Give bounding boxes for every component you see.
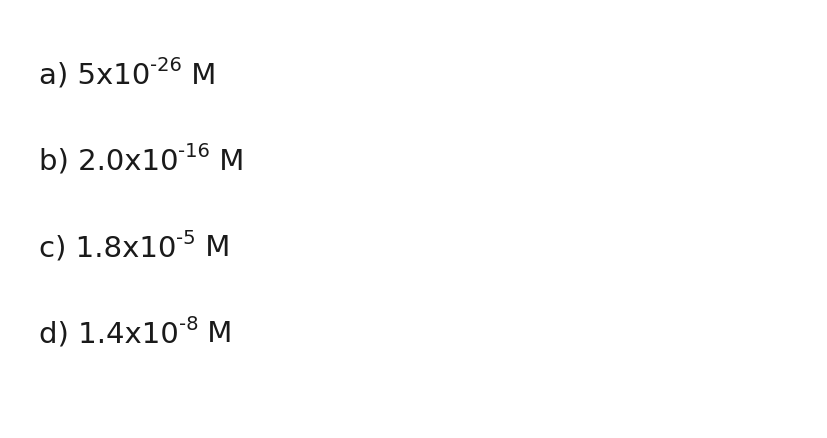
Text: b) 2.0x10: b) 2.0x10 <box>39 148 179 176</box>
Text: M: M <box>210 148 245 176</box>
Text: -16: -16 <box>179 142 210 162</box>
Text: -26: -26 <box>151 57 182 75</box>
Text: d) 1.4x10: d) 1.4x10 <box>39 320 179 348</box>
Text: M: M <box>198 320 232 348</box>
Text: -5: -5 <box>176 229 196 247</box>
Text: M: M <box>182 62 217 90</box>
Text: M: M <box>196 234 230 262</box>
Text: c) 1.8x10: c) 1.8x10 <box>39 234 176 262</box>
Text: a) 5x10: a) 5x10 <box>39 62 151 90</box>
Text: -8: -8 <box>179 314 198 334</box>
